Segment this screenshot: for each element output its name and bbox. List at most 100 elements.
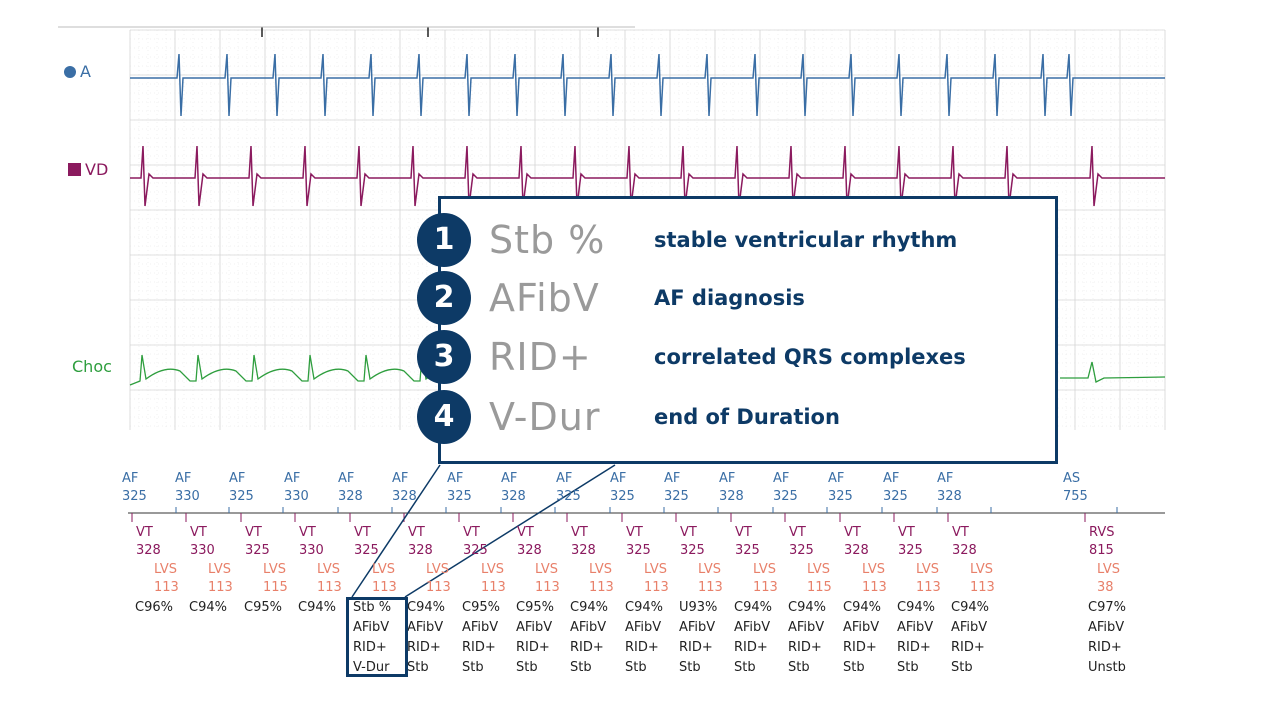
marker-ticks	[131, 507, 1118, 522]
diagnosis-code: AFibV	[951, 620, 988, 635]
lvs-marker-value: 115	[807, 580, 832, 595]
ventricular-marker-label: VT	[190, 525, 207, 540]
diagnosis-code: Stb	[897, 660, 919, 675]
lvs-marker: LVS 113	[644, 561, 669, 597]
atrial-marker: AF 328	[501, 470, 526, 506]
atrial-marker-label: AF	[447, 471, 464, 486]
atrial-marker-label: AF	[338, 471, 355, 486]
atrial-marker-value: 325	[664, 489, 689, 504]
lvs-marker-value: 113	[426, 580, 451, 595]
diagnosis-code: V-Dur	[353, 660, 390, 675]
ventricular-marker-label: VT	[789, 525, 806, 540]
diagnosis-code: RID+	[897, 640, 931, 655]
atrial-marker-label: AF	[229, 471, 246, 486]
atrial-marker-label: AF	[501, 471, 518, 486]
ventricular-marker: VT 325	[354, 524, 379, 560]
atrial-marker: AF 325	[664, 470, 689, 506]
lvs-marker: LVS 113	[589, 561, 614, 597]
atrial-marker: AF 328	[719, 470, 744, 506]
lvs-marker-label: LVS	[807, 562, 830, 577]
atrial-marker-value: 328	[392, 489, 417, 504]
diagnosis-column: C95% AFibV RID+ Stb	[516, 598, 554, 678]
ventricular-marker: VT 328	[136, 524, 161, 560]
diagnosis-code: RID+	[734, 640, 768, 655]
channel-label-atrial: A	[64, 62, 91, 81]
lvs-marker-value: 113	[589, 580, 614, 595]
atrial-marker-label: AF	[284, 471, 301, 486]
ventricular-marker-label: VT	[571, 525, 588, 540]
diagnosis-code: AFibV	[462, 620, 499, 635]
ventricular-marker-label: VT	[898, 525, 915, 540]
lvs-marker-value: 113	[644, 580, 669, 595]
diagnosis-column: Stb % AFibV RID+ V-Dur	[353, 598, 391, 678]
atrial-marker-label: AF	[664, 471, 681, 486]
channel-choc-text: Choc	[72, 357, 112, 376]
lvs-marker-value: 113	[154, 580, 179, 595]
lvs-marker-label: LVS	[535, 562, 558, 577]
ventricular-marker-value: 330	[299, 543, 324, 558]
diagnosis-code: C95%	[244, 600, 282, 615]
ventricular-marker: VT 325	[789, 524, 814, 560]
legend-code: RID+	[489, 335, 592, 379]
atrial-marker: AF 325	[828, 470, 853, 506]
diagnosis-column: C94% AFibV RID+ Stb	[570, 598, 608, 678]
diagnosis-code: Unstb	[1088, 660, 1126, 675]
ventricular-marker-value: 328	[952, 543, 977, 558]
diagnosis-column: C94% AFibV RID+ Stb	[734, 598, 772, 678]
atrial-marker: AF 328	[338, 470, 363, 506]
channel-label-ventricular: VD	[68, 160, 108, 179]
diagnosis-code: RID+	[570, 640, 604, 655]
diagnosis-code: AFibV	[1088, 620, 1125, 635]
atrial-marker-value: 325	[883, 489, 908, 504]
diagnosis-code: C94%	[788, 600, 826, 615]
legend-callout: 1 Stb % stable ventricular rhythm 2 AFib…	[417, 196, 1058, 464]
ventricular-marker-value: 325	[898, 543, 923, 558]
atrial-marker-label: AF	[610, 471, 627, 486]
diagnosis-code: RID+	[516, 640, 550, 655]
ventricular-marker: VT 325	[245, 524, 270, 560]
diagnosis-code: Stb	[625, 660, 647, 675]
legend-code: AFibV	[489, 276, 600, 320]
atrial-marker-label: AF	[392, 471, 409, 486]
diagnosis-column: U93% AFibV RID+ Stb	[679, 598, 717, 678]
diagnosis-code: C94%	[298, 600, 336, 615]
diagnosis-code: RID+	[843, 640, 877, 655]
atrial-marker-label: AF	[122, 471, 139, 486]
lvs-marker: LVS 113	[317, 561, 342, 597]
atrial-marker-label: AS	[1063, 471, 1081, 486]
number-badge: 4	[417, 390, 471, 444]
diagnosis-code: C94%	[734, 600, 772, 615]
diagnosis-code: C94%	[843, 600, 881, 615]
diagnosis-code: Stb	[679, 660, 701, 675]
lvs-marker-label: LVS	[589, 562, 612, 577]
diagnosis-code: RID+	[353, 640, 387, 655]
diagnosis-code: AFibV	[679, 620, 716, 635]
lvs-marker: LVS 115	[807, 561, 832, 597]
ventricular-marker: VT 325	[463, 524, 488, 560]
legend-description: correlated QRS complexes	[654, 345, 966, 369]
shock-channel-trace-tail	[1060, 361, 1166, 383]
atrial-trace	[130, 53, 1165, 117]
lvs-marker-value: 113	[208, 580, 233, 595]
diagnosis-column: C95%	[244, 598, 282, 618]
leader-line-2	[404, 464, 616, 598]
ventricular-marker: VT 328	[844, 524, 869, 560]
lvs-marker-label: LVS	[317, 562, 340, 577]
diagnosis-code: C94%	[897, 600, 935, 615]
diagnosis-column: C94%	[189, 598, 227, 618]
number-badge: 1	[417, 213, 471, 267]
atrial-marker-value: 325	[828, 489, 853, 504]
ventricular-marker-label: VT	[463, 525, 480, 540]
ventricular-marker-label: RVS	[1089, 525, 1115, 540]
ventricular-marker-label: VT	[680, 525, 697, 540]
diagnosis-code: C97%	[1088, 600, 1126, 615]
diagnosis-code: C94%	[625, 600, 663, 615]
atrial-marker: AF 330	[284, 470, 309, 506]
atrial-marker-value: 325	[447, 489, 472, 504]
diagnosis-code: Stb	[462, 660, 484, 675]
atrial-marker-label: AF	[828, 471, 845, 486]
diagnosis-code: C96%	[135, 600, 173, 615]
ventricular-marker-label: VT	[299, 525, 316, 540]
lvs-marker-label: LVS	[862, 562, 885, 577]
atrial-marker-value: 325	[773, 489, 798, 504]
